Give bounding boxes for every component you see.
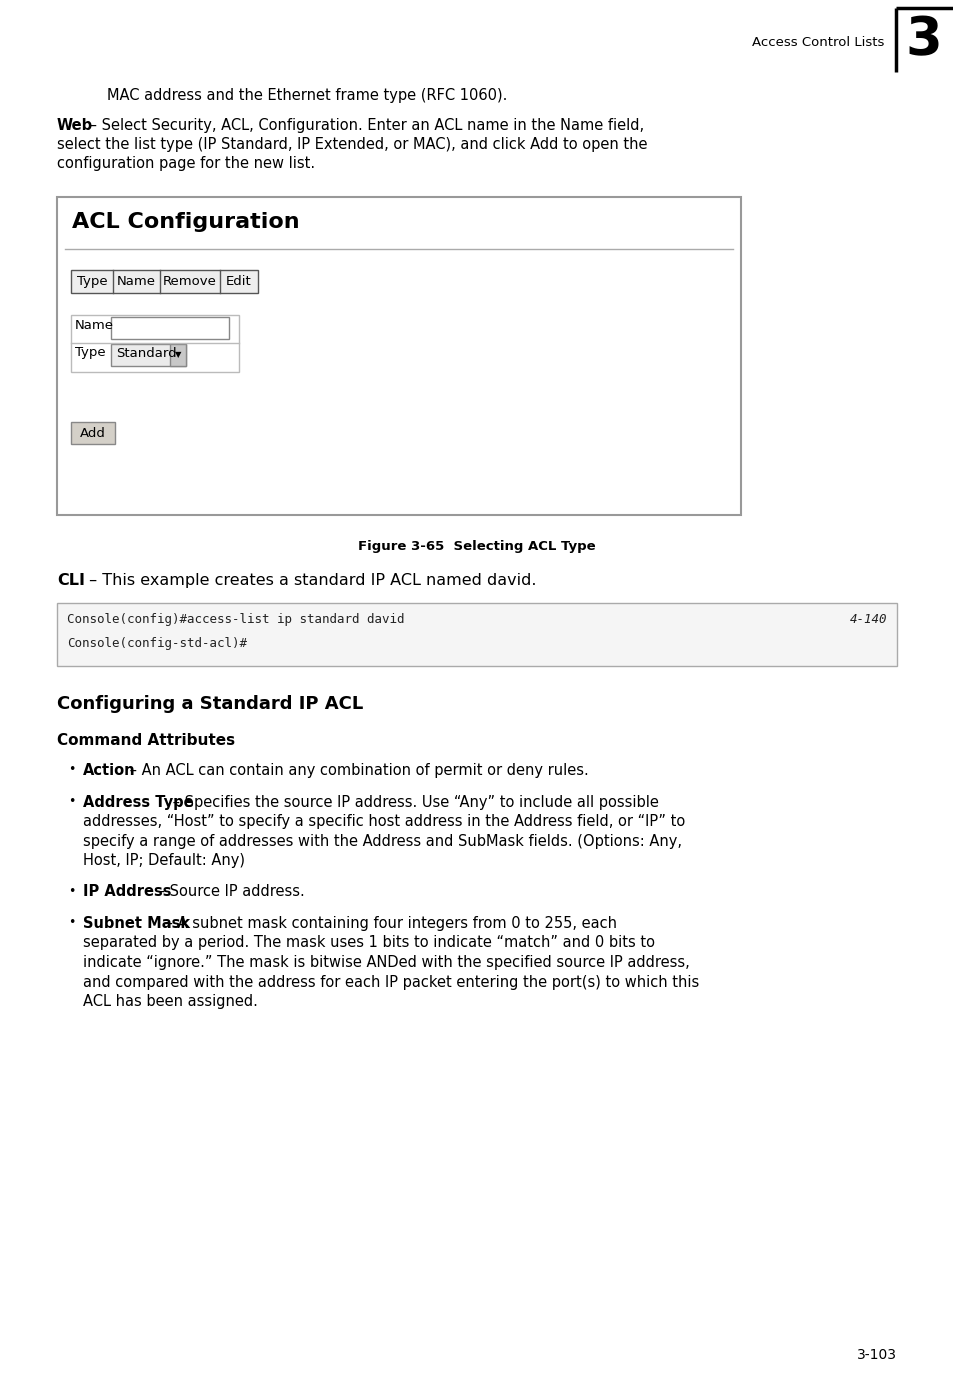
Text: ACL Configuration: ACL Configuration — [71, 212, 299, 232]
Text: •: • — [68, 916, 75, 929]
Bar — [57, 197, 740, 515]
Text: – Source IP address.: – Source IP address. — [153, 884, 305, 899]
Text: Command Attributes: Command Attributes — [57, 733, 234, 748]
Bar — [170, 344, 186, 366]
Text: ▼: ▼ — [174, 351, 181, 359]
Text: – An ACL can contain any combination of permit or deny rules.: – An ACL can contain any combination of … — [125, 763, 588, 779]
Text: 3-103: 3-103 — [856, 1348, 896, 1362]
Text: separated by a period. The mask uses 1 bits to indicate “match” and 0 bits to: separated by a period. The mask uses 1 b… — [83, 936, 655, 951]
Bar — [57, 602, 896, 666]
Text: – Specifies the source IP address. Use “Any” to include all possible: – Specifies the source IP address. Use “… — [168, 794, 658, 809]
Text: configuration page for the new list.: configuration page for the new list. — [57, 155, 314, 171]
Text: MAC address and the Ethernet frame type (RFC 1060).: MAC address and the Ethernet frame type … — [107, 87, 507, 103]
Bar — [71, 271, 257, 293]
Text: – A subnet mask containing four integers from 0 to 255, each: – A subnet mask containing four integers… — [160, 916, 616, 931]
Text: indicate “ignore.” The mask is bitwise ANDed with the specified source IP addres: indicate “ignore.” The mask is bitwise A… — [83, 955, 689, 970]
Text: Name: Name — [117, 275, 156, 287]
Text: •: • — [68, 794, 75, 808]
Text: Console(config)#access-list ip standard david: Console(config)#access-list ip standard … — [67, 613, 404, 626]
Text: addresses, “Host” to specify a specific host address in the Address field, or “I: addresses, “Host” to specify a specific … — [83, 813, 684, 829]
Text: Access Control Lists: Access Control Lists — [751, 36, 883, 49]
Text: Type: Type — [75, 346, 106, 359]
Bar — [71, 315, 239, 372]
Text: Console(config-std-acl)#: Console(config-std-acl)# — [67, 637, 247, 650]
Text: 4-140: 4-140 — [848, 613, 886, 626]
Text: – This example creates a standard IP ACL named david.: – This example creates a standard IP ACL… — [84, 573, 536, 589]
Text: Host, IP; Default: Any): Host, IP; Default: Any) — [83, 854, 245, 868]
Text: Edit: Edit — [226, 275, 252, 287]
Text: •: • — [68, 884, 75, 898]
Text: Action: Action — [83, 763, 135, 779]
Text: Remove: Remove — [163, 275, 216, 287]
Text: 3: 3 — [904, 14, 942, 67]
Text: IP Address: IP Address — [83, 884, 172, 899]
Text: – Select Security, ACL, Configuration. Enter an ACL name in the Name field,: – Select Security, ACL, Configuration. E… — [85, 118, 643, 133]
Text: •: • — [68, 763, 75, 776]
Text: Configuring a Standard IP ACL: Configuring a Standard IP ACL — [57, 695, 363, 713]
Text: and compared with the address for each IP packet entering the port(s) to which t: and compared with the address for each I… — [83, 974, 699, 990]
Text: Name: Name — [75, 319, 113, 332]
Text: Add: Add — [80, 426, 106, 440]
Text: select the list type (IP Standard, IP Extended, or MAC), and click Add to open t: select the list type (IP Standard, IP Ex… — [57, 137, 647, 153]
Bar — [111, 316, 229, 339]
Text: ACL has been assigned.: ACL has been assigned. — [83, 994, 257, 1009]
Text: Figure 3-65  Selecting ACL Type: Figure 3-65 Selecting ACL Type — [357, 540, 596, 552]
Text: Subnet Mask: Subnet Mask — [83, 916, 190, 931]
Text: Type: Type — [76, 275, 107, 287]
Bar — [71, 422, 115, 444]
Text: CLI: CLI — [57, 573, 85, 589]
Bar — [111, 344, 186, 366]
Text: Address Type: Address Type — [83, 794, 193, 809]
Text: Web: Web — [57, 118, 93, 133]
Text: Standard: Standard — [116, 347, 176, 359]
Text: specify a range of addresses with the Address and SubMask fields. (Options: Any,: specify a range of addresses with the Ad… — [83, 834, 681, 848]
